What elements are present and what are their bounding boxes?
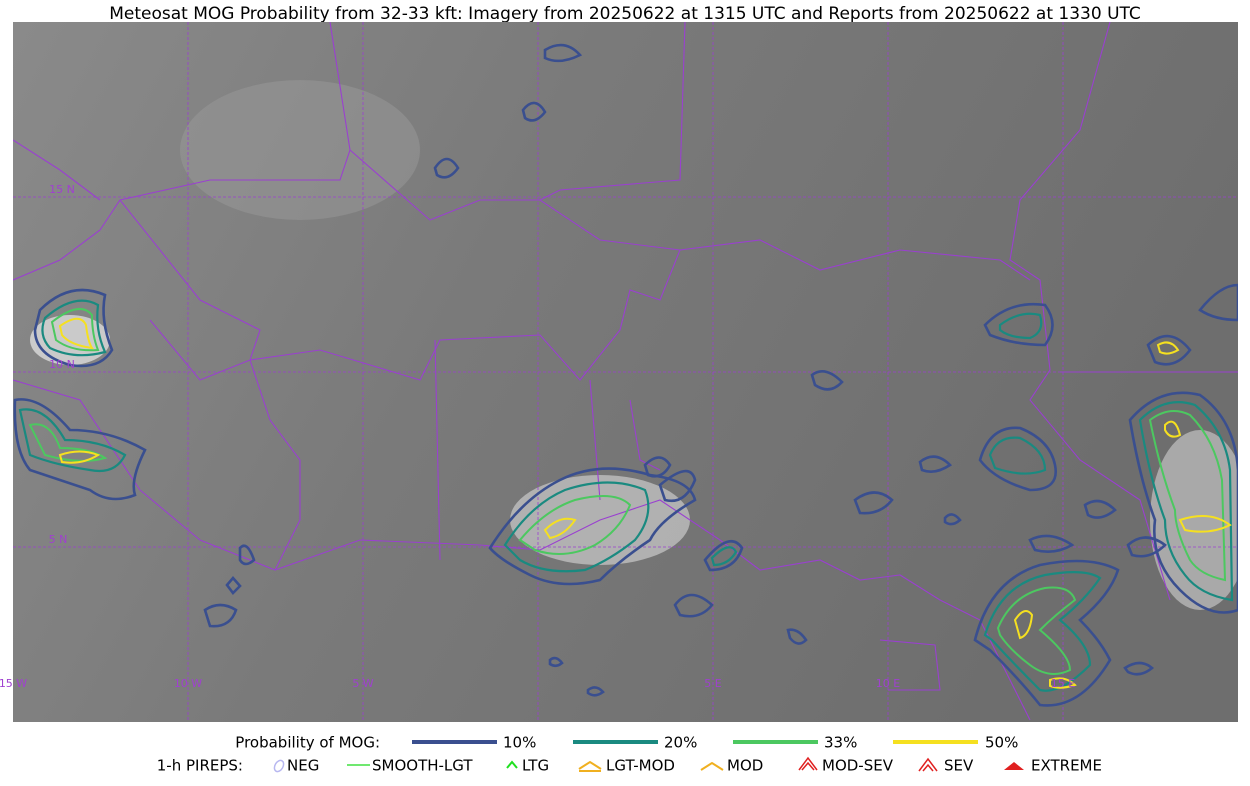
legend-label: 10% [503, 734, 536, 752]
lon-label: 10 E [876, 677, 900, 690]
legend-icon [922, 763, 934, 772]
legend-icon [273, 759, 285, 773]
lon-label: 5 E [704, 677, 721, 690]
cloud [30, 315, 110, 365]
lat-labels: 15 N 10 N 5 N [49, 183, 75, 546]
legend-icon [700, 761, 724, 771]
cloud [1150, 430, 1238, 610]
lon-labels: 15 W 10 W 5 W 5 E 10 E 15 E [0, 677, 1075, 690]
legend-label: EXTREME [1031, 757, 1102, 775]
legend-label: LGT-MOD [606, 757, 675, 775]
legend-label: NEG [287, 757, 319, 775]
lon-label: 15 W [0, 677, 27, 690]
probability-contours [13, 43, 1238, 707]
lat-label: 10 N [49, 358, 75, 371]
legend-title: 1-h PIREPS: [157, 757, 243, 775]
lon-label: 5 W [352, 677, 373, 690]
legend-icon [506, 760, 518, 769]
title: Meteosat MOG Probability from 32-33 kft:… [109, 4, 1141, 24]
legend-label: 20% [664, 734, 697, 752]
legend-icon [1004, 762, 1024, 770]
lon-label: 10 W [174, 677, 202, 690]
legend-label: 50% [985, 734, 1018, 752]
cloud [180, 80, 420, 220]
lat-label: 5 N [49, 533, 68, 546]
legend-icon [801, 761, 815, 771]
borders [13, 22, 1238, 721]
legend-title: Probability of MOG: [235, 734, 380, 752]
legend-icon [578, 760, 602, 770]
legend-label: MOD-SEV [822, 757, 894, 775]
legend-icon [798, 756, 818, 771]
legend-label: SEV [944, 757, 974, 775]
legend-label: 33% [824, 734, 857, 752]
lat-label: 15 N [49, 183, 75, 196]
legend-label: SMOOTH-LGT [372, 757, 473, 775]
legend-icon [918, 757, 938, 772]
legend-label: LTG [522, 757, 549, 775]
legend: Probability of MOG: 10% 20% 33% 50% 1-h … [157, 734, 1102, 775]
legend-label: MOD [727, 757, 763, 775]
lon-label: 15 E [1051, 677, 1075, 690]
map [13, 22, 1238, 722]
